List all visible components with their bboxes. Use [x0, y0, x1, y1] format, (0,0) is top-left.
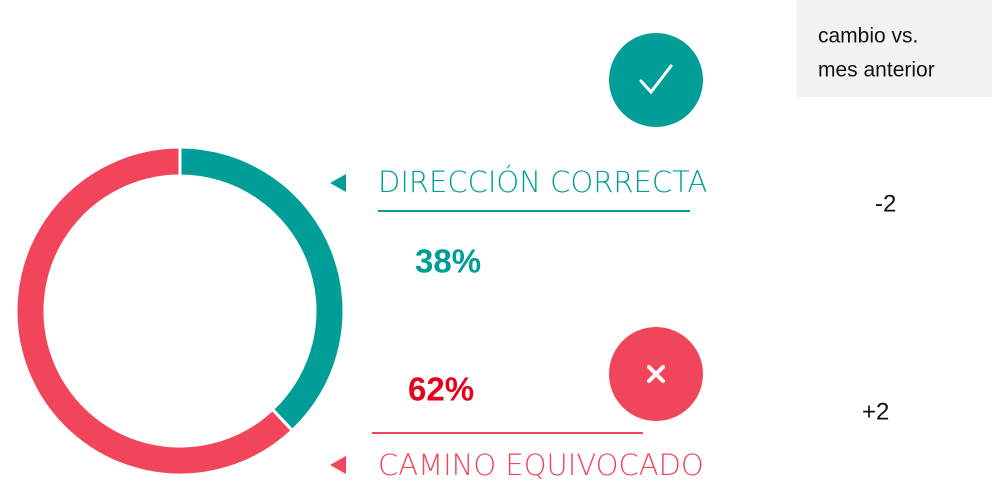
change-header: mes anterior: [818, 59, 935, 82]
value-label: 38%: [415, 243, 481, 280]
value-label: 62%: [408, 371, 474, 408]
change-header: cambio vs.: [818, 25, 918, 48]
category-label: CAMINO EQUIVOCADO: [378, 448, 704, 482]
category-label: DIRECCIÓN CORRECTA: [378, 165, 707, 199]
change-label: +2: [862, 398, 889, 425]
pointer: [330, 456, 346, 474]
donut-segment: [14, 145, 295, 477]
pointer: [330, 174, 346, 192]
change-header-box: [797, 0, 992, 97]
change-label: -2: [875, 190, 896, 217]
donut-segment: [178, 145, 346, 433]
cross-icon: [609, 327, 703, 421]
check-icon: [609, 33, 703, 127]
